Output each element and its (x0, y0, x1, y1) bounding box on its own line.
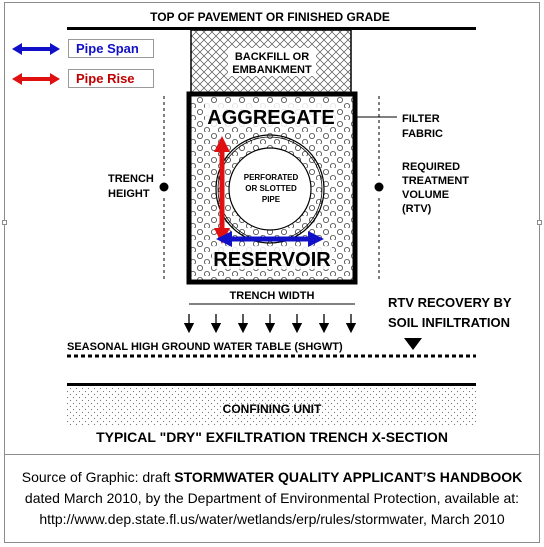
rtv-label-2: TREATMENT (402, 175, 469, 187)
infiltration-arrows (183, 314, 357, 334)
aggregate-label-bg (205, 103, 337, 127)
recovery-label-1: RTV RECOVERY BY (388, 295, 512, 310)
filter-label-1: FILTER (402, 113, 440, 125)
section-title: TYPICAL "DRY" EXFILTRATION TRENCH X-SECT… (96, 429, 448, 445)
trench-width-label: TRENCH WIDTH (230, 290, 315, 302)
pipe-label-3: PIPE (262, 195, 281, 204)
resize-handle-left[interactable] (2, 220, 7, 225)
aggregate-label: AGGREGATE (207, 107, 334, 129)
recovery-label-2: SOIL INFILTRATION (388, 315, 510, 330)
pipe-label-1: PERFORATED (244, 173, 299, 182)
reservoir-label: RESERVOIR (213, 249, 331, 271)
backfill-label-2: EMBANKMENT (232, 64, 312, 76)
filter-label-2: FABRIC (402, 128, 443, 140)
water-table-marker (404, 338, 422, 350)
source-caption: Source of Graphic: draft STORMWATER QUAL… (4, 454, 540, 542)
resize-handle-right[interactable] (537, 220, 542, 225)
top-grade-label: TOP OF PAVEMENT OR FINISHED GRADE (150, 10, 390, 24)
caption-line-1: Source of Graphic: draft STORMWATER QUAL… (4, 467, 540, 488)
legend-pipe-rise: Pipe Rise (68, 69, 154, 88)
legend-pipe-span-label: Pipe Span (76, 41, 139, 56)
rtv-label-1: REQUIRED (402, 161, 460, 173)
trench-height-label-2: HEIGHT (108, 188, 150, 200)
pipe-outer (215, 134, 325, 244)
confining-top-line (67, 383, 476, 386)
trench-height-label-1: TRENCH (108, 173, 154, 185)
confining-unit (67, 385, 476, 425)
trench-box (186, 91, 358, 285)
legend-pipe-rise-label: Pipe Rise (76, 71, 135, 86)
pipe-label-2: OR SLOTTED (245, 184, 297, 193)
shgwt-label: SEASONAL HIGH GROUND WATER TABLE (SHGWT) (67, 341, 343, 353)
caption-handbook-title: STORMWATER QUALITY APPLICANT’S HANDBOOK (174, 469, 523, 485)
reservoir-label-bg (212, 246, 332, 269)
trench-height-dot (159, 182, 169, 192)
backfill-label-1: BACKFILL OR (235, 51, 309, 63)
pipe-span-arrow (216, 231, 324, 247)
rtv-label-4: (RTV) (402, 203, 432, 215)
caption-prefix: Source of Graphic: draft (21, 469, 175, 485)
legend-rise-arrow (12, 73, 60, 85)
confining-label: CONFINING UNIT (223, 402, 322, 416)
pipe-inner (228, 147, 312, 231)
backfill-label-bg (228, 48, 316, 76)
rtv-label-3: VOLUME (402, 189, 449, 201)
caption-line-3: http://www.dep.state.fl.us/water/wetland… (39, 511, 505, 527)
caption-line-2: dated March 2010, by the Department of E… (24, 490, 520, 506)
legend-span-arrow (12, 43, 60, 55)
trench-diagram: TOP OF PAVEMENT OR FINISHED GRADE BACKFI… (67, 10, 512, 445)
pavement-line (67, 27, 476, 30)
rtv-dot (374, 182, 384, 192)
legend-pipe-span: Pipe Span (68, 39, 154, 58)
